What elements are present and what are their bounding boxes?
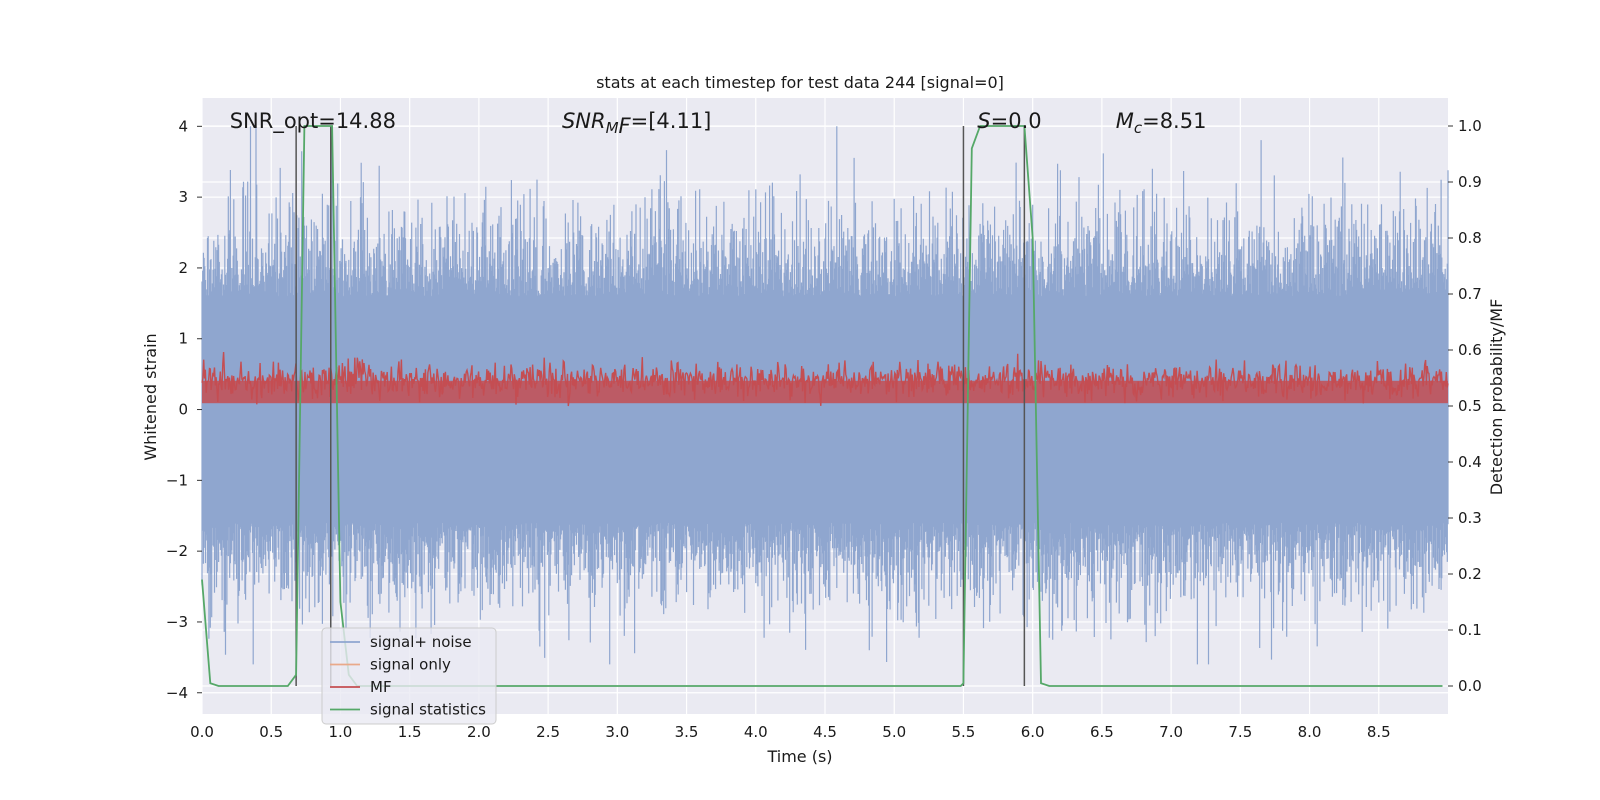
vertical-lines [295, 126, 1026, 686]
y2-tick-label: 0.1 [1458, 621, 1482, 639]
legend-label: signal+ noise [370, 633, 472, 651]
tick-labels: 0.0 0.5 1.0 1.5 2.0 2.5 3.0 3.5 4.0 4.5 5.0 5.5 6.0 6… [166, 117, 1482, 741]
legend-label: signal statistics [370, 701, 486, 719]
y2-tick-label: 0.4 [1458, 453, 1482, 471]
y2-tick-label: 0.0 [1458, 677, 1482, 695]
x-tick-label: 0.0 [190, 723, 214, 741]
mf-line [201, 351, 1449, 407]
y2-tick-label: 0.9 [1458, 173, 1482, 191]
y-tick-label: 3 [178, 188, 188, 206]
y-tick-label: 1 [178, 330, 188, 348]
annotation: SNR_opt=14.88 [230, 109, 396, 134]
legend-box [321, 627, 497, 725]
annotations: SNR_opt=14.88 SNRMF=[4.11] S=0.0 Mc=8.51 [230, 109, 1207, 138]
y2-tick-label: 0.5 [1458, 397, 1482, 415]
annotation: SNRMF=[4.11] [562, 109, 711, 138]
x-tick-label: 6.5 [1090, 723, 1114, 741]
legend-label: signal only [370, 656, 451, 674]
y2-tick-label: 0.6 [1458, 341, 1482, 359]
y2-tick-label: 0.7 [1458, 285, 1482, 303]
legend: signal+ noise signal only MF signal statist… [321, 627, 497, 725]
x-tick-label: 8.5 [1367, 723, 1391, 741]
y-tick-label: 0 [178, 401, 188, 419]
annotation: Mc=8.51 [1116, 109, 1207, 137]
y2-tick-label: 0.3 [1458, 509, 1482, 527]
y2-tick-label: 0.2 [1458, 565, 1482, 583]
x-tick-label: 1.0 [329, 723, 353, 741]
x-tick-label: 5.0 [882, 723, 906, 741]
mf-band [202, 380, 1448, 404]
x-tick-label: 5.5 [952, 723, 976, 741]
y-tick-label: −1 [166, 471, 188, 489]
y-axis-label: Whitened strain [141, 333, 160, 460]
x-tick-label: 3.0 [605, 723, 629, 741]
y-tick-label: 2 [178, 259, 188, 277]
x-tick-label: 4.0 [744, 723, 768, 741]
x-tick-label: 6.0 [1021, 723, 1045, 741]
y2-axis-label: Detection probability/MF [1487, 299, 1506, 496]
annotation: S=0.0 [977, 109, 1041, 133]
y-tick-label: −3 [166, 613, 188, 631]
legend-label: MF [370, 678, 392, 696]
x-tick-label: 1.5 [398, 723, 422, 741]
y-tick-label: −2 [166, 542, 188, 560]
x-tick-label: 0.5 [259, 723, 283, 741]
x-tick-label: 4.5 [813, 723, 837, 741]
x-tick-label: 2.5 [536, 723, 560, 741]
x-tick-label: 2.0 [467, 723, 491, 741]
series-signal-noise [201, 126, 1449, 665]
y2-tick-label: 0.8 [1458, 229, 1482, 247]
x-tick-label: 3.5 [675, 723, 699, 741]
series-mf [201, 351, 1449, 407]
x-axis-label: Time (s) [766, 747, 832, 766]
x-tick-label: 7.0 [1159, 723, 1183, 741]
y-tick-label: 4 [178, 117, 188, 135]
y2-tick-label: 1.0 [1458, 117, 1482, 135]
x-tick-label: 8.0 [1298, 723, 1322, 741]
y-tick-label: −4 [166, 684, 188, 702]
chart-title: stats at each timestep for test data 244… [596, 73, 1004, 92]
x-tick-label: 7.5 [1228, 723, 1252, 741]
